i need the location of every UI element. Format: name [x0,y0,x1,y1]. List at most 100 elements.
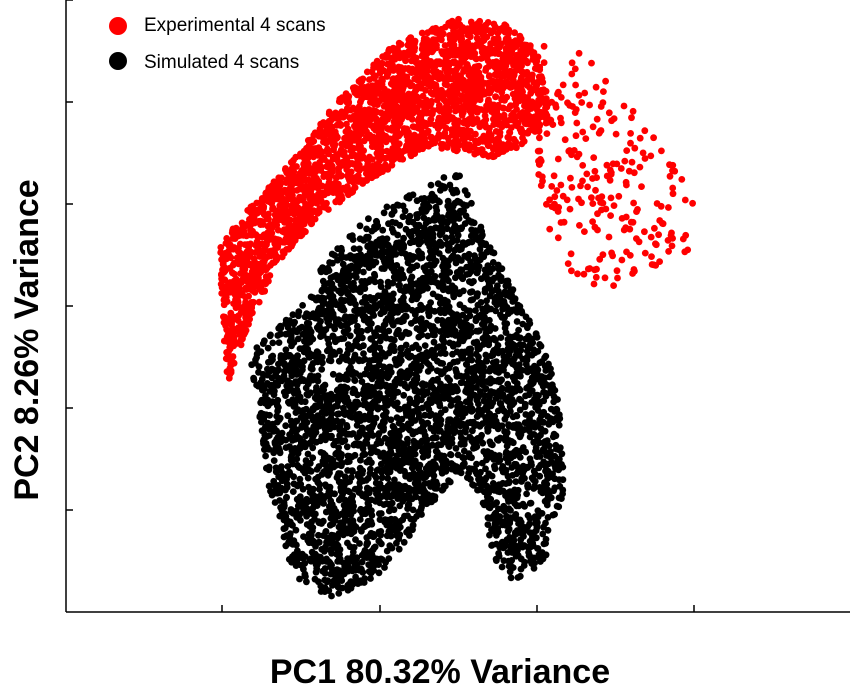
data-point [435,117,442,125]
data-point [262,190,270,198]
data-point [270,247,278,255]
data-point [566,102,573,109]
data-point [291,204,299,212]
data-point [318,154,325,161]
data-point [526,120,533,128]
data-point [436,107,444,115]
data-point [626,252,634,259]
data-point [473,29,480,36]
data-point [504,30,512,38]
data-point [518,140,526,148]
data-point [438,48,446,55]
data-point [543,200,550,208]
data-point [274,187,281,194]
data-point [224,331,232,339]
data-point [607,169,615,177]
data-point [353,165,361,173]
data-point [490,115,497,123]
data-point [519,320,527,328]
data-point [366,153,373,161]
data-point [408,108,416,116]
data-point [463,65,470,73]
data-point [343,458,351,466]
data-point [647,152,655,160]
data-point [285,238,293,246]
data-point [588,194,595,202]
data-point [465,98,472,105]
data-point [421,73,429,81]
data-point [668,242,676,250]
data-point [606,176,614,184]
data-point [438,336,446,343]
data-point [311,215,319,223]
data-point [421,100,428,108]
data-point [622,213,630,221]
data-point [613,267,621,275]
data-point [294,335,302,343]
data-point [542,104,549,112]
data-point [594,226,601,234]
data-point [458,111,466,119]
data-point [669,167,676,175]
data-point [301,176,309,183]
data-point [485,152,492,160]
data-point [627,139,634,147]
data-point [613,160,621,168]
data-point [549,383,557,391]
data-point [575,150,583,158]
data-point [448,131,456,139]
data-point [279,213,287,220]
data-point [521,400,529,408]
data-point [539,530,547,538]
data-point [312,198,319,206]
data-point [376,129,384,137]
data-point [550,172,558,180]
data-point [454,340,462,348]
data-point [592,186,599,194]
data-point [482,474,490,482]
data-point [669,184,677,192]
data-point [472,42,480,50]
data-point [567,250,575,258]
data-point [317,167,325,174]
data-point [567,174,574,182]
data-point [516,57,523,65]
data-point [450,20,458,27]
data-point [254,233,262,241]
data-point [490,347,498,354]
data-point [472,130,479,138]
data-point [555,88,562,96]
data-point [526,433,534,441]
data-point [599,99,607,106]
data-point [397,266,405,273]
data-point [366,135,374,142]
data-point [631,144,639,152]
data-point [307,192,315,200]
data-point [219,259,227,267]
data-point [412,457,419,465]
data-point [521,57,528,65]
data-point [464,86,472,93]
data-point [386,91,394,99]
data-point [495,128,502,136]
data-point [534,118,542,126]
data-point [665,248,672,255]
data-point [467,127,474,135]
data-point [323,199,330,207]
data-point [246,261,253,269]
data-point [395,63,402,71]
data-point [239,231,247,239]
data-point [366,167,374,175]
data-point [349,104,357,112]
data-point [283,232,291,240]
data-point [360,350,367,357]
data-point [259,204,267,212]
data-point [421,142,428,150]
data-point [251,289,259,296]
data-point [507,144,515,152]
data-point [256,263,264,270]
data-point [679,235,687,243]
data-point [445,59,453,67]
data-point [410,47,418,54]
data-point [507,408,514,415]
